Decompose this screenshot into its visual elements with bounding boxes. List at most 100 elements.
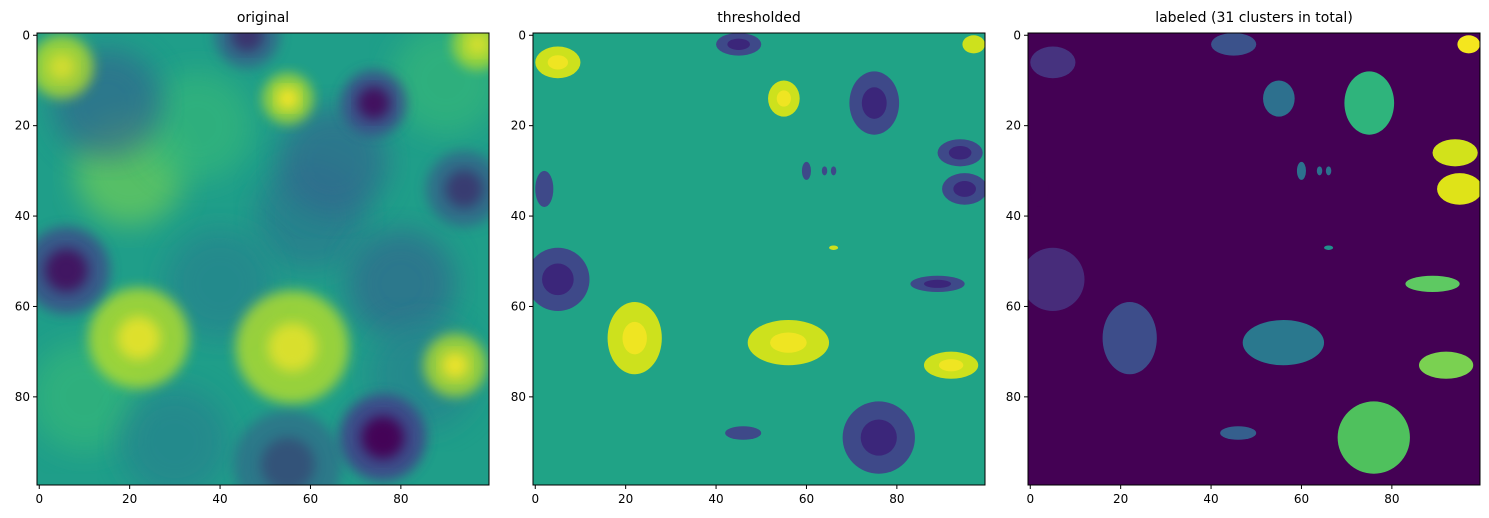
cluster-blob <box>1263 80 1295 117</box>
x-tick-label: 40 <box>1203 492 1218 506</box>
cluster-core <box>622 321 647 355</box>
x-tick-label: 20 <box>122 492 137 506</box>
x-tick-label: 80 <box>393 492 408 506</box>
y-tick-label: 40 <box>511 209 526 223</box>
y-tick-label: 60 <box>1006 299 1021 313</box>
field-low-core <box>357 86 390 120</box>
cluster-blob <box>1242 320 1325 366</box>
field-patch <box>165 228 276 339</box>
cluster-core <box>547 55 569 70</box>
x-tick-label: 60 <box>303 492 318 506</box>
cluster-blob <box>1437 173 1480 205</box>
cluster-blob <box>821 166 828 176</box>
panel-labeled-title: labeled (31 clusters in total) <box>1155 10 1353 26</box>
panel-original-yticks: 0 20 40 60 80 <box>15 28 37 404</box>
y-tick-label: 20 <box>511 119 526 133</box>
cluster-blob <box>1102 301 1157 375</box>
cluster-core <box>727 38 750 50</box>
field-low-core <box>260 437 315 485</box>
field-high-peak <box>48 53 76 81</box>
cluster-blob <box>1457 35 1480 54</box>
x-tick-label: 0 <box>35 492 43 506</box>
cluster-blob <box>829 245 839 250</box>
cluster-blob <box>1296 161 1306 180</box>
cluster-blob <box>1316 166 1323 176</box>
x-tick-label: 40 <box>708 492 723 506</box>
y-tick-label: 0 <box>22 28 30 42</box>
cluster-core <box>542 263 574 296</box>
field-patch <box>345 228 456 339</box>
cluster-blob <box>1337 401 1410 474</box>
y-tick-label: 40 <box>1006 209 1021 223</box>
x-tick-label: 20 <box>618 492 633 506</box>
panel-original-xticks: 0 20 40 60 80 <box>35 485 409 506</box>
field-high-peak <box>277 87 299 110</box>
x-tick-label: 80 <box>889 492 904 506</box>
panel-labeled-image <box>1028 33 1480 485</box>
panel-thresholded-yticks: 0 20 40 60 80 <box>511 28 533 404</box>
cluster-blob <box>1432 139 1478 167</box>
panel-labeled: labeled (31 clusters in total) 0 20 40 60 80… <box>1006 10 1481 506</box>
panel-thresholded: thresholded 0 20 40 60 80 0 20 40 60 80 <box>511 10 986 506</box>
y-tick-label: 60 <box>15 299 30 313</box>
cluster-blob <box>1344 71 1395 135</box>
x-tick-label: 0 <box>531 492 539 506</box>
y-tick-label: 40 <box>15 209 30 223</box>
panel-original-frame <box>36 32 490 486</box>
cluster-core <box>861 87 887 119</box>
y-tick-label: 0 <box>1013 28 1021 42</box>
y-tick-label: 80 <box>15 390 30 404</box>
field-low-core <box>44 248 88 292</box>
cluster-blob <box>962 35 985 54</box>
cluster-blob <box>535 170 554 208</box>
field-patch <box>142 70 253 181</box>
cluster-blob <box>1405 275 1460 292</box>
x-tick-label: 40 <box>212 492 227 506</box>
y-tick-label: 20 <box>15 119 30 133</box>
image-background <box>533 33 985 485</box>
panel-thresholded-image <box>533 33 985 485</box>
field-high-peak <box>268 322 317 372</box>
x-tick-label: 80 <box>1384 492 1399 506</box>
cluster-blob <box>1030 46 1076 79</box>
field-low-core <box>445 170 484 208</box>
cluster-core <box>923 279 952 288</box>
y-tick-label: 20 <box>1006 119 1021 133</box>
cluster-blob <box>1325 166 1332 176</box>
panel-labeled-xticks: 0 20 40 60 80 <box>1026 485 1400 506</box>
field-low-core <box>361 415 405 460</box>
panel-thresholded-frame <box>532 32 986 486</box>
field-low-core <box>230 33 264 52</box>
cluster-blob <box>1418 351 1474 379</box>
panel-original-image <box>37 33 489 485</box>
cluster-blob <box>830 166 837 176</box>
y-tick-label: 60 <box>511 299 526 313</box>
x-tick-label: 0 <box>1026 492 1034 506</box>
field-high-peak <box>466 33 489 56</box>
panel-thresholded-xticks: 0 20 40 60 80 <box>531 485 905 506</box>
field-patch <box>119 387 230 485</box>
cluster-blob <box>1028 247 1085 311</box>
cluster-blob <box>1324 245 1334 250</box>
cluster-core <box>953 181 976 197</box>
cluster-blob <box>1211 33 1257 56</box>
cluster-blob <box>1220 426 1257 440</box>
cluster-core <box>938 359 964 372</box>
y-tick-label: 0 <box>518 28 526 42</box>
cluster-blob <box>1030 170 1049 208</box>
cluster-core <box>776 90 791 107</box>
cluster-core <box>860 419 897 456</box>
x-tick-label: 20 <box>1113 492 1128 506</box>
panel-labeled-yticks: 0 20 40 60 80 <box>1006 28 1028 404</box>
field-high-peak <box>441 351 469 379</box>
panel-labeled-frame <box>1027 32 1481 486</box>
cluster-core <box>770 332 807 353</box>
panel-original-title: original <box>237 10 289 26</box>
image-background <box>1028 33 1480 485</box>
field-high-peak <box>117 316 161 360</box>
x-tick-label: 60 <box>1294 492 1309 506</box>
y-tick-label: 80 <box>1006 390 1021 404</box>
cluster-blob <box>801 161 811 180</box>
x-tick-label: 60 <box>799 492 814 506</box>
